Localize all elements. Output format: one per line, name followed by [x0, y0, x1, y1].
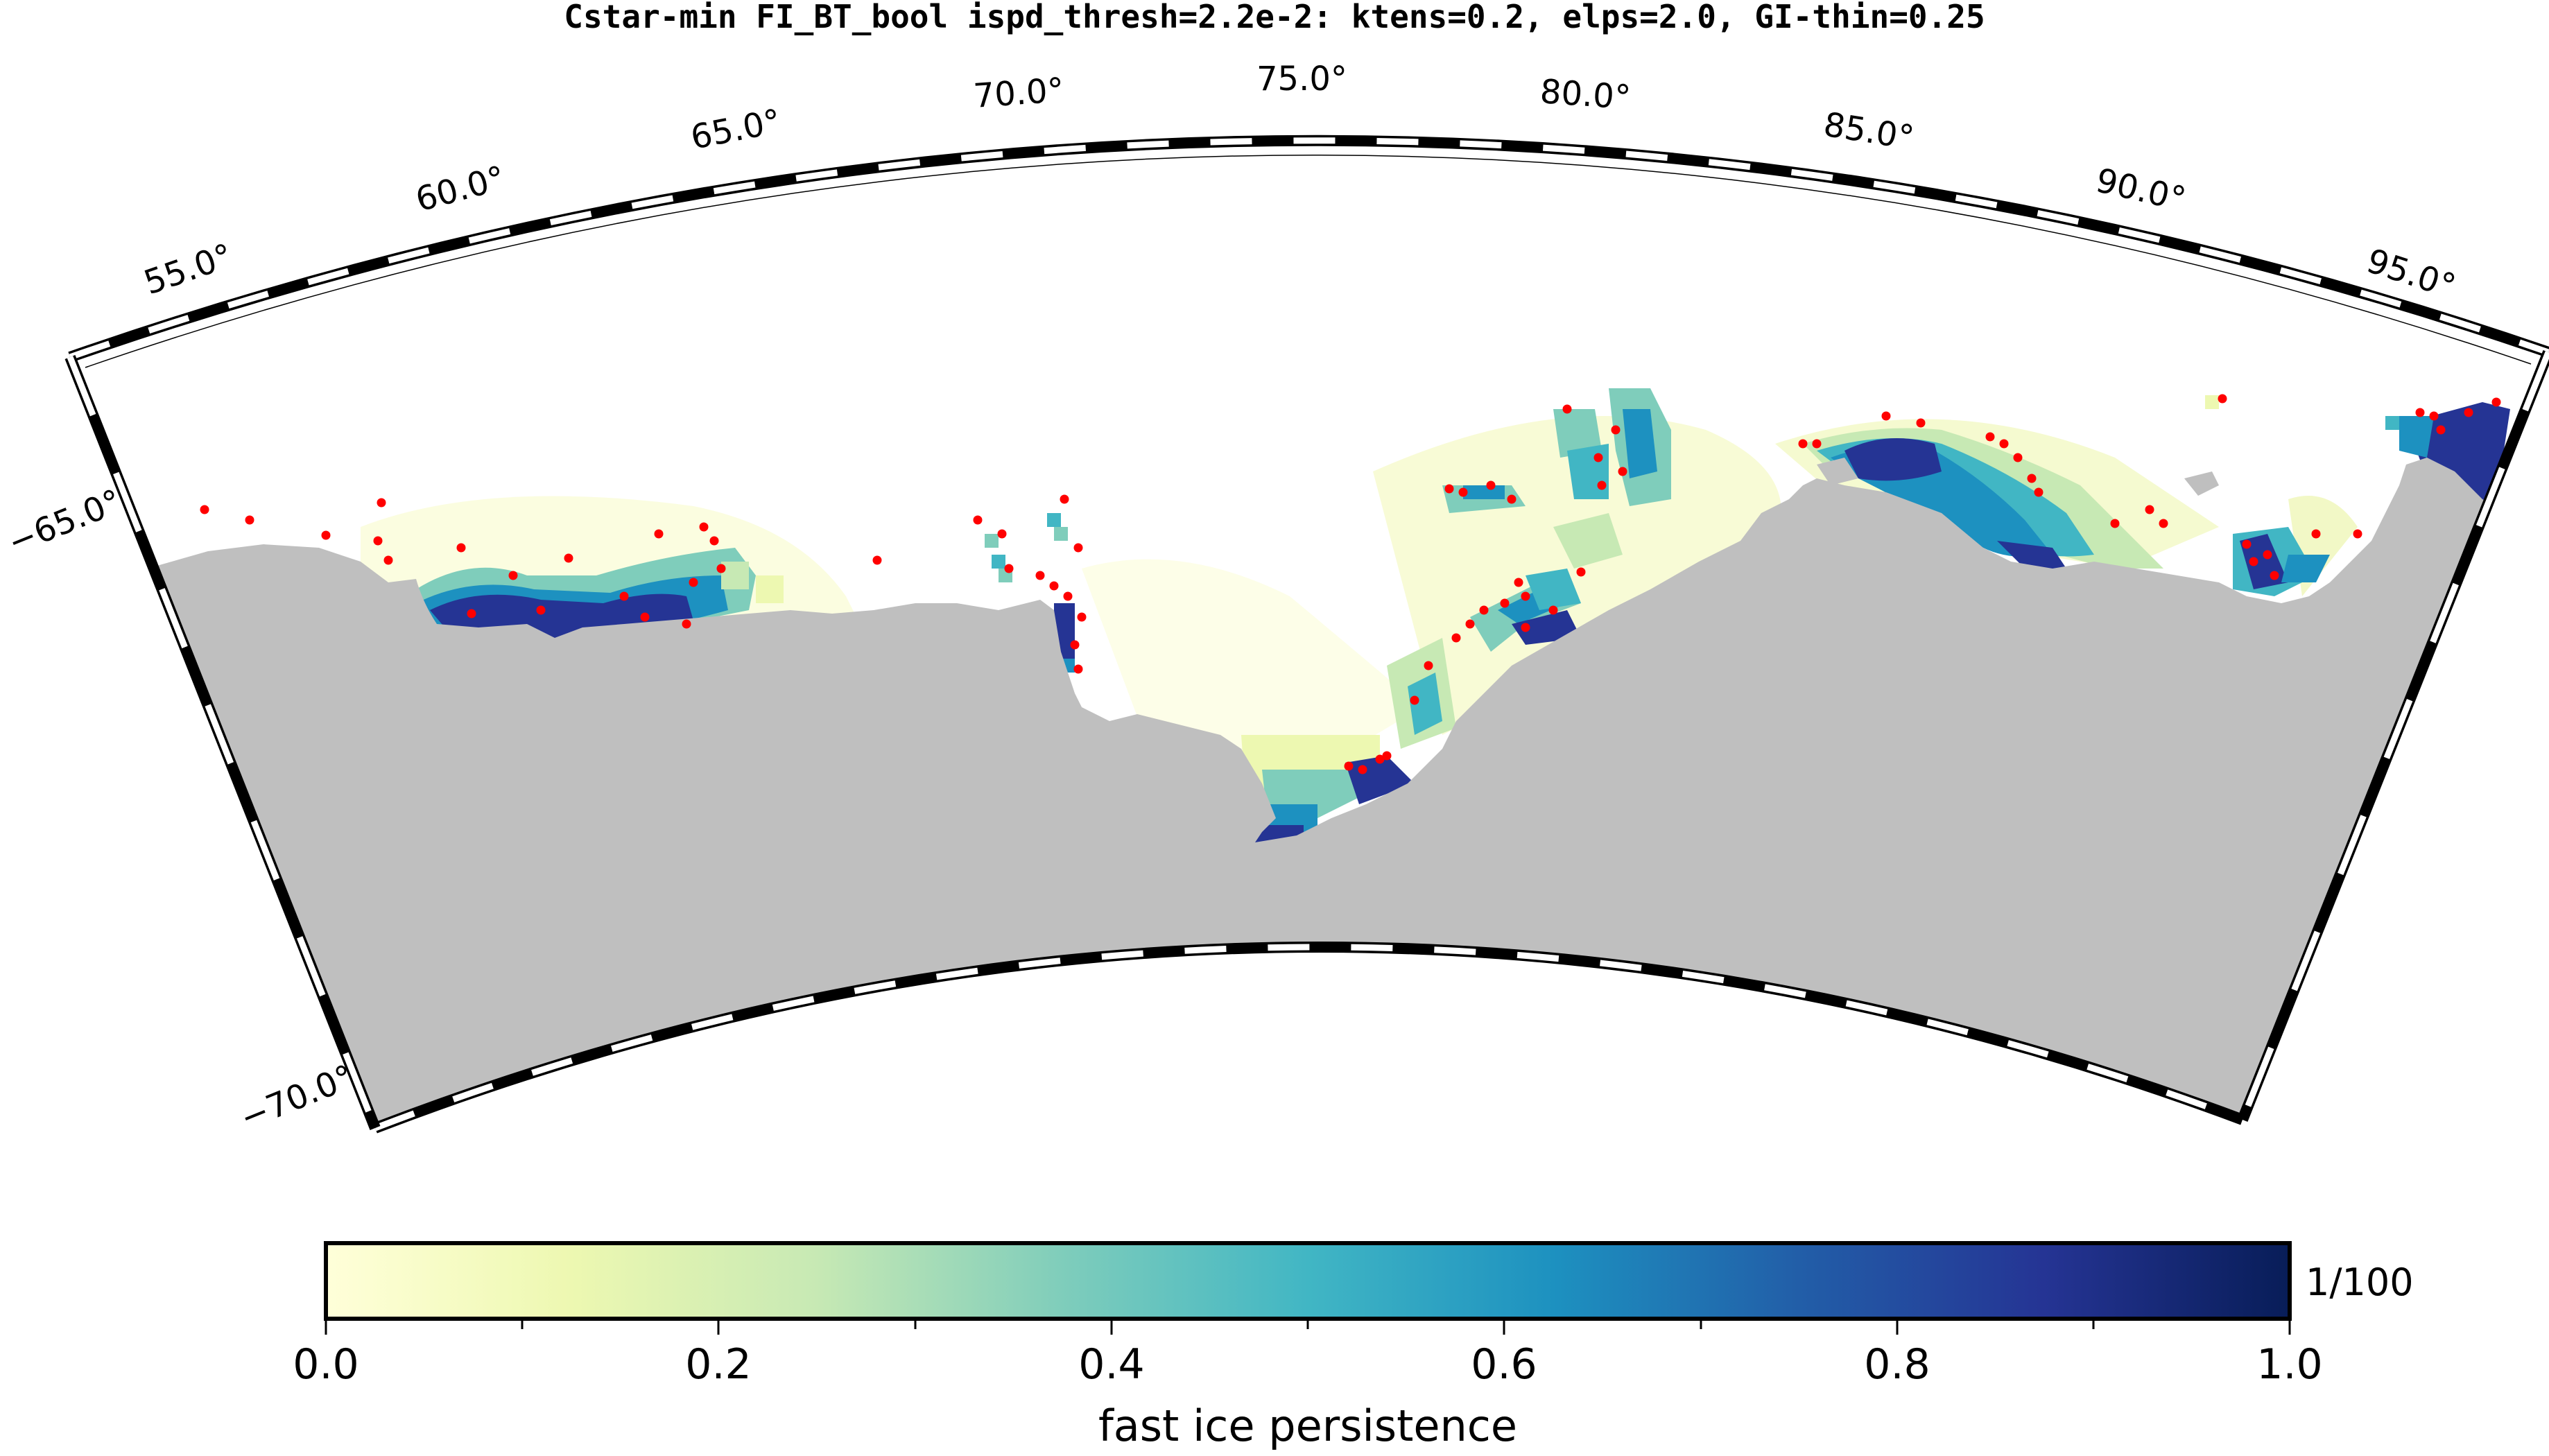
lon-label: 90.0° [2092, 161, 2189, 219]
lon-label: 75.0° [1256, 60, 1347, 98]
colorbar-tick-label: 1.0 [2256, 1340, 2322, 1389]
lon-label: 60.0° [412, 159, 510, 220]
colorbar-tick-label: 0.0 [293, 1340, 358, 1389]
lat-label: −70.0° [235, 1057, 360, 1138]
island-land [2184, 471, 2219, 496]
colorbar-gradient [324, 1241, 2292, 1321]
colorbar-tick-label: 0.6 [1471, 1340, 1537, 1389]
map-frame [64, 135, 2549, 1134]
map-title: Cstar-min FI_BT_bool ispd_thresh=2.2e-2:… [564, 0, 1985, 35]
lon-label: 55.0° [139, 236, 238, 303]
lon-label: 80.0° [1539, 72, 1632, 117]
colorbar-ticks [325, 1319, 2291, 1335]
ice-shelf-gap [1817, 458, 1858, 485]
colorbar-tick-label: 0.2 [685, 1340, 751, 1389]
colorbar-tick-label: 0.4 [1078, 1340, 1144, 1389]
grounded-iceberg-points [200, 394, 2501, 774]
colorbar-tick-label: 0.8 [1864, 1340, 1930, 1389]
lon-label: 65.0° [688, 102, 784, 157]
colorbar-label: fast ice persistence [1098, 1401, 1517, 1451]
fast-ice-cells [416, 388, 2510, 842]
colorbar-unit: 1/100 [2306, 1260, 2414, 1304]
lon-label: 85.0° [1821, 105, 1917, 158]
lon-label: 70.0° [972, 71, 1065, 116]
colorbar: 0.0 0.2 0.4 0.6 0.8 1.0 1/100 fast ice p… [293, 1241, 2414, 1451]
lat-label: −65.0° [3, 482, 128, 562]
